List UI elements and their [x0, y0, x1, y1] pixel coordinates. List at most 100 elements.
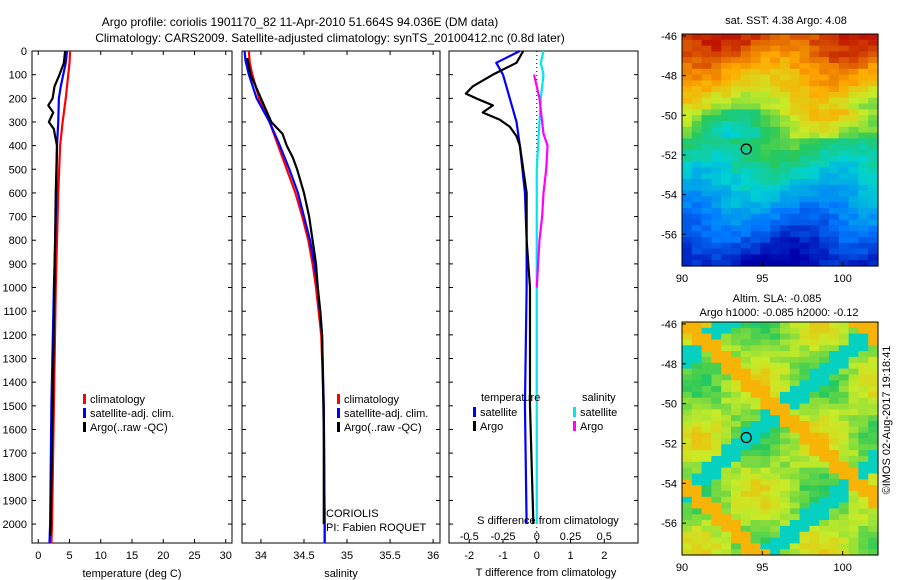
salinity-panel: 34 34.5 35 35.5 36salinityclimatologysatelli…: [241, 50, 441, 580]
map-cell: [770, 374, 781, 381]
map-cell: [848, 57, 859, 64]
map-cell: [809, 403, 820, 410]
map-cell: [682, 374, 693, 381]
map-cell: [750, 397, 761, 405]
map-cell: [750, 68, 761, 76]
map-cell: [721, 409, 732, 416]
map-cell: [848, 80, 859, 87]
map-cell: [750, 126, 761, 134]
map-cell: [721, 80, 732, 87]
map-cell: [721, 520, 732, 527]
map-cell: [829, 514, 840, 521]
map-cell: [780, 138, 791, 145]
map-cell: [770, 339, 781, 346]
map-cell: [731, 97, 742, 105]
map-cell: [740, 190, 752, 197]
map-cell: [701, 39, 712, 47]
map-cell: [740, 426, 752, 434]
map-cell: [819, 92, 830, 99]
map-cell: [770, 121, 781, 128]
legend-entry: satellite: [480, 407, 517, 419]
map-cell: [789, 45, 801, 52]
map-cell: [858, 202, 869, 209]
map-cell: [731, 144, 742, 151]
map-cell: [848, 485, 859, 492]
map-cell: [770, 208, 781, 215]
map-cell: [691, 173, 703, 180]
map-cell: [731, 63, 742, 70]
map-cell: [838, 409, 850, 416]
map-cell: [809, 490, 820, 498]
map-cell: [721, 173, 732, 180]
map-cell: [740, 543, 752, 550]
map-cell: [760, 508, 771, 515]
map-cell: [701, 161, 712, 168]
map-cell: [682, 109, 693, 116]
map-cell: [819, 74, 830, 81]
map-cell: [750, 403, 761, 410]
map-cell: [750, 351, 761, 358]
map-cell: [760, 179, 771, 186]
map-cell: [691, 45, 703, 52]
map-cell: [829, 144, 840, 151]
map-cell: [848, 333, 859, 340]
y-tick-label: -50: [661, 399, 677, 411]
map-cell: [731, 467, 742, 474]
map-cell: [780, 409, 791, 416]
map-cell: [780, 327, 791, 335]
map-cell: [858, 543, 869, 550]
map-cell: [691, 438, 703, 445]
y-tick-label: 1100: [3, 306, 27, 318]
map-cell: [799, 74, 810, 81]
x-tick-label: -1: [498, 550, 508, 562]
map-cell: [829, 362, 840, 370]
map-cell: [682, 237, 693, 244]
map-cell: [701, 260, 712, 267]
map-cell: [770, 421, 781, 428]
map-cell: [848, 213, 859, 221]
map-cell: [721, 121, 732, 128]
map-cell: [809, 138, 820, 145]
map-cell: [711, 322, 722, 329]
map-cell: [682, 248, 693, 255]
map-cell: [789, 549, 801, 556]
x-tick-label: 10: [95, 550, 107, 562]
map-cell: [809, 327, 820, 335]
map-cell: [789, 438, 801, 445]
map-cell: [711, 473, 722, 480]
map-cell: [711, 421, 722, 428]
map-cell: [809, 356, 820, 364]
map-cell: [868, 80, 879, 87]
map-cell: [731, 80, 742, 87]
map-cell: [868, 467, 879, 474]
map-cell: [750, 219, 761, 226]
map-cell: [838, 237, 850, 244]
map-cell: [691, 351, 703, 358]
map-cell: [789, 132, 801, 139]
map-cell: [770, 248, 781, 255]
map-cell: [809, 213, 820, 221]
map-cell: [691, 543, 703, 550]
map-cell: [858, 461, 869, 469]
map-cell: [740, 202, 752, 209]
map-cell: [682, 132, 693, 139]
map-cell: [868, 254, 879, 261]
map-cell: [731, 537, 742, 544]
map-cell: [750, 231, 761, 238]
map-cell: [780, 34, 791, 41]
map-cell: [731, 456, 742, 463]
map-cell: [848, 150, 859, 157]
map-cell: [721, 403, 732, 410]
map-cell: [760, 97, 771, 105]
map-cell: [780, 531, 791, 539]
legend-title-temperature: temperature: [481, 392, 540, 404]
map-cell: [711, 109, 722, 116]
map-cell: [731, 237, 742, 244]
map-cell: [809, 531, 820, 539]
map-cell: [858, 537, 869, 544]
map-cell: [770, 237, 781, 244]
map-cell: [868, 74, 879, 81]
map-cell: [731, 248, 742, 255]
map-cell: [819, 219, 830, 226]
